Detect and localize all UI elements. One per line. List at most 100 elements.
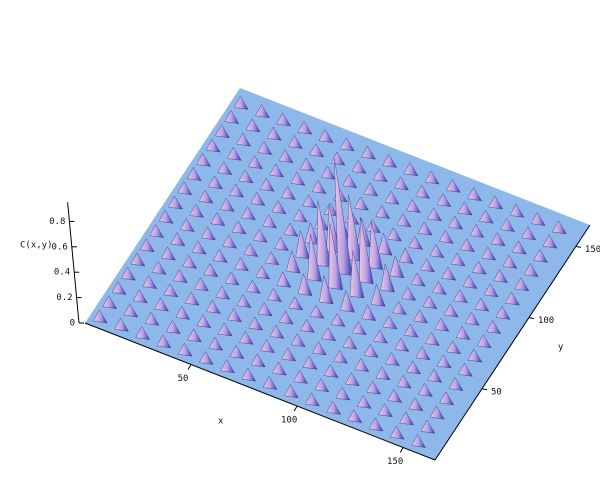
x-tick-label: 150: [387, 457, 403, 467]
surface-peak: [351, 159, 367, 174]
surface-peak: [229, 345, 245, 359]
surface-peak: [257, 140, 273, 155]
surface-peak: [514, 277, 530, 292]
surface-peak: [493, 269, 508, 283]
surface-peak: [245, 118, 261, 133]
surface-peak: [219, 197, 235, 212]
y-tick: [528, 317, 535, 320]
surface-peak: [297, 120, 313, 135]
surface-peak: [238, 169, 254, 184]
z-tick-label: 0.2: [56, 293, 72, 303]
surface-peak: [382, 153, 398, 168]
surface-peak: [406, 199, 421, 213]
surface-peak: [226, 146, 242, 161]
surface-peak: [490, 232, 506, 247]
surface-peak: [234, 257, 249, 272]
surface-peak: [389, 425, 405, 440]
surface-peak: [156, 334, 172, 349]
surface-peak: [262, 214, 278, 229]
surface-peak: [425, 331, 440, 346]
surface-peak: [352, 321, 367, 336]
surface-peak: [448, 377, 464, 391]
surface-peak: [266, 126, 282, 141]
surface-peak: [372, 168, 388, 183]
surface-peak: [177, 181, 193, 196]
surface-peak: [521, 226, 537, 241]
z-tick-label: 0.4: [54, 268, 70, 278]
surface-peak: [222, 234, 238, 249]
surface-peak: [403, 323, 419, 338]
surface-peak: [330, 312, 346, 327]
surface-peak: [457, 201, 473, 216]
surface-peak: [170, 232, 186, 247]
surface-peak: [231, 220, 247, 235]
surface-peak: [281, 347, 297, 362]
surface-peak: [215, 124, 230, 139]
axis-line: [84, 322, 436, 461]
z-tick-label: 0: [70, 319, 75, 329]
surface-peak: [432, 280, 447, 295]
surface-peak: [323, 364, 339, 378]
surface-peak: [114, 317, 129, 332]
surface-peak: [187, 328, 202, 343]
surface-peak: [278, 149, 294, 164]
surface-peak: [465, 311, 480, 326]
surface-peak: [483, 283, 499, 298]
surface-peak: [305, 392, 320, 407]
surface-peak: [186, 167, 202, 181]
surface-peak: [302, 194, 318, 209]
surface-peak: [272, 361, 287, 376]
surface-peak: [144, 311, 160, 326]
surface-peak: [233, 95, 249, 110]
surface-peak: [179, 218, 195, 232]
surface-peak: [500, 218, 515, 232]
surface-peak: [309, 304, 325, 319]
surface-peak: [448, 215, 464, 230]
surface-peak: [163, 283, 179, 298]
surface-peak: [290, 333, 306, 347]
z-tick-label: 0.6: [52, 242, 68, 252]
surface-peak: [443, 303, 459, 318]
surface-peak: [340, 289, 355, 313]
surface-peak: [399, 411, 415, 426]
surface-peak: [366, 380, 382, 395]
surface-peak: [417, 221, 433, 236]
surface-peak: [161, 246, 176, 261]
surface-peak: [460, 238, 475, 253]
surface-peak: [375, 204, 391, 219]
surface-peak: [552, 220, 567, 235]
surface-peak: [427, 207, 442, 222]
surface-peak: [252, 228, 268, 243]
surface-peak: [300, 318, 315, 333]
surface-peak: [439, 391, 455, 406]
surface-peak: [472, 260, 487, 275]
surface-peak: [354, 358, 370, 372]
surface-peak: [151, 260, 167, 275]
surface-peak: [135, 326, 151, 340]
surface-peak: [413, 309, 428, 324]
surface-peak: [339, 137, 355, 152]
surface-peak: [316, 200, 332, 268]
surface-peak: [495, 305, 511, 320]
surface-peak: [446, 178, 461, 193]
surface-peak: [248, 316, 264, 331]
surface-peak: [436, 193, 452, 207]
surface-peak: [406, 360, 422, 375]
axis-line: [434, 224, 591, 461]
surface-peak: [377, 232, 393, 256]
surface-peak: [424, 170, 440, 185]
surface-peak: [149, 224, 165, 238]
surface-peak: [488, 195, 504, 210]
surface-peak: [248, 155, 263, 169]
surface-peak: [257, 302, 273, 317]
surface-peak: [111, 280, 127, 295]
surface-peak: [210, 212, 226, 226]
surface-peak: [309, 143, 325, 158]
surface-peak: [378, 403, 393, 417]
surface-peak: [239, 330, 254, 345]
surface-peak: [505, 291, 520, 306]
surface-peak: [415, 184, 431, 199]
surface-peak: [411, 434, 426, 448]
surface-peak: [297, 273, 313, 296]
